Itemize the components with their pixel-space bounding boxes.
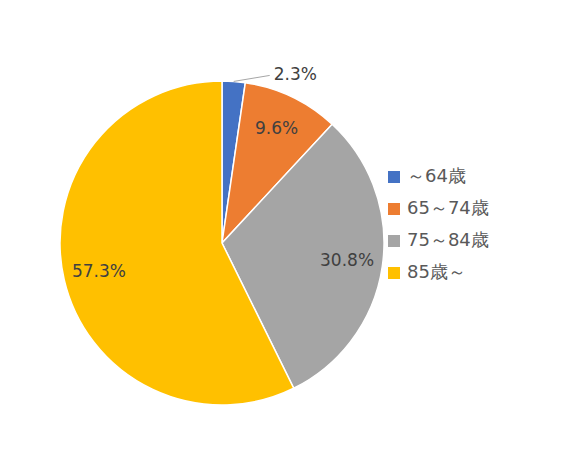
legend-label: 85歳～ [407,261,466,282]
data-label: 57.3% [72,261,126,281]
legend: ～64歳 65～74歳 75～84歳 85歳～ [388,165,489,282]
legend-label: 65～74歳 [407,197,489,218]
legend-label: 75～84歳 [407,229,489,250]
chart-svg: 2.3% 9.6% 30.8% 57.3% ～64歳 65～74歳 75～84歳 85歳～ [0,0,570,465]
legend-swatch [388,235,400,247]
slices [60,81,384,405]
data-label: 30.8% [320,250,374,270]
data-label: 2.3% [274,64,317,84]
leader-line [234,75,270,81]
legend-swatch [388,171,400,183]
legend-swatch [388,267,400,279]
legend-swatch [388,203,400,215]
chart-container: 2.3% 9.6% 30.8% 57.3% ～64歳 65～74歳 75～84歳 85歳～ [0,0,570,465]
data-labels: 2.3% 9.6% 30.8% 57.3% [72,64,374,280]
data-label: 9.6% [255,118,298,138]
legend-label: ～64歳 [407,165,466,186]
